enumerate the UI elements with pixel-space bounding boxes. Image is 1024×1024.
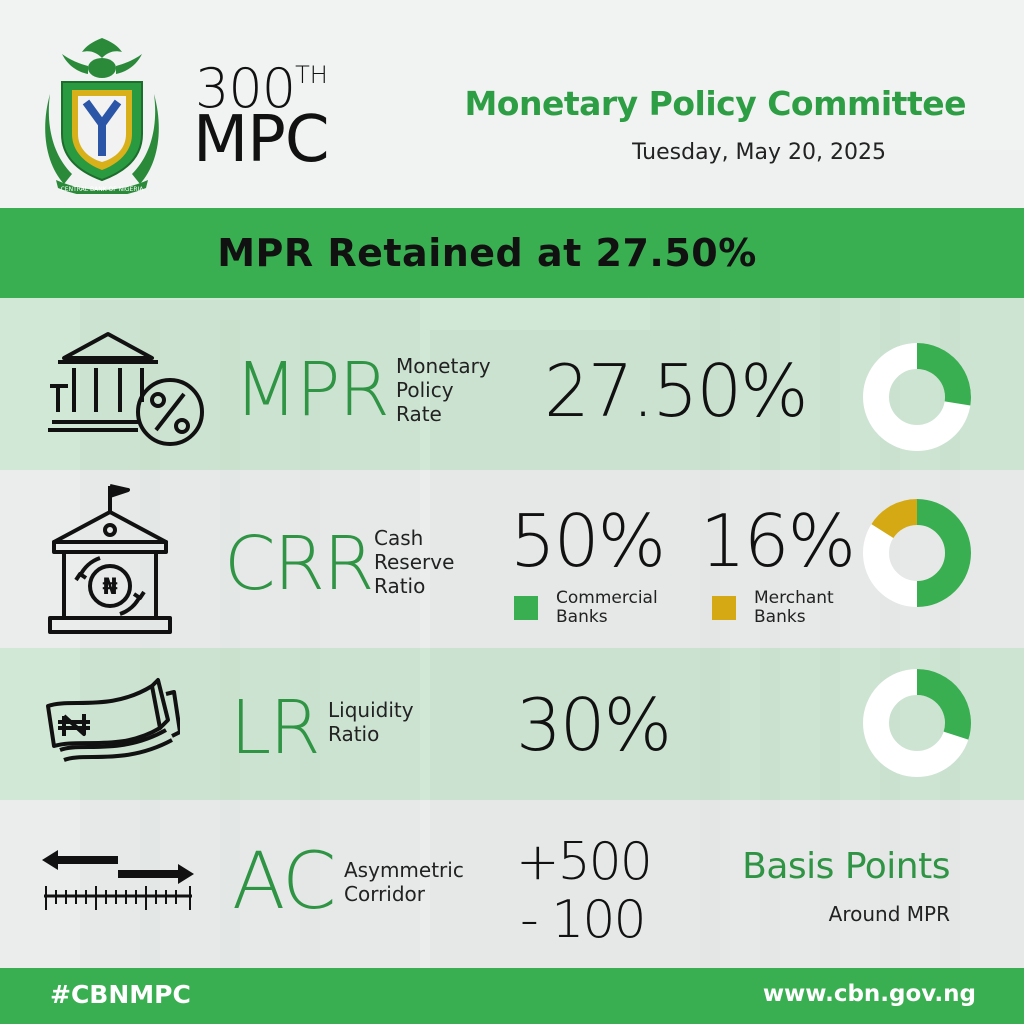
edition-number: 300TH (195, 57, 328, 120)
lr-row: LR Liquidity Ratio 30% (0, 648, 1024, 800)
crr-desc-line: Reserve (374, 550, 455, 574)
ac-desc-line: Corridor (344, 882, 426, 906)
crr-description: Cash Reserve Ratio (374, 526, 454, 598)
crr-desc-line: Cash (374, 526, 424, 550)
ac-description: Asymmetric Corridor (344, 858, 464, 906)
headline-text: MPR Retained at 27.50% (217, 231, 757, 275)
lr-value: 30% (516, 683, 672, 767)
crr-abbr: CRR (224, 521, 375, 607)
crr-donut-chart (863, 499, 971, 607)
lr-abbr: LR (230, 685, 321, 771)
mpr-desc-line: Policy (396, 378, 454, 402)
ac-unit-note: Around MPR (828, 902, 950, 926)
crr-commercial-segment (916, 499, 971, 607)
ac-desc-line: Asymmetric (344, 858, 464, 882)
ac-abbr: AC (232, 837, 336, 927)
crr-merchant-value: 16% (700, 499, 856, 583)
corridor-arrows-icon (42, 850, 194, 910)
edition-suffix: TH (295, 61, 328, 89)
mpr-abbr: MPR (234, 347, 390, 433)
ac-unit: Basis Points (742, 846, 950, 887)
committee-title: Monetary Policy Committee (464, 84, 966, 123)
merchant-legend-line: Merchant (754, 588, 834, 608)
ac-row: AC Asymmetric Corridor +500 - 100 Basis … (0, 800, 1024, 968)
bank-naira-icon: ₦ (48, 484, 172, 634)
mpr-value: 27.50% (544, 349, 809, 433)
svg-text:CENTRAL BANK OF NIGERIA: CENTRAL BANK OF NIGERIA (61, 186, 145, 193)
lr-description: Liquidity Ratio (328, 698, 414, 746)
website-link[interactable]: www.cbn.gov.ng (762, 981, 976, 1007)
lr-donut-segment (916, 669, 971, 740)
header: CENTRAL BANK OF NIGERIA 300TH MPC Moneta… (0, 0, 1024, 208)
lr-donut-chart (863, 669, 971, 777)
ac-upper-value: +500 (516, 832, 653, 892)
lr-desc-line: Liquidity (328, 698, 414, 722)
footer: #CBNMPC www.cbn.gov.ng (0, 968, 1024, 1024)
mpr-description: Monetary Policy Rate (396, 354, 491, 426)
mpr-desc-line: Monetary (396, 354, 491, 378)
edition-word: MPC (193, 103, 329, 177)
ac-lower-value: - 100 (520, 890, 647, 950)
bank-percent-icon (48, 332, 204, 446)
cbn-logo: CENTRAL BANK OF NIGERIA (45, 38, 159, 194)
lr-desc-line: Ratio (328, 722, 380, 746)
merchant-legend-label: Merchant Banks (754, 589, 834, 627)
mpr-donut-segment (916, 343, 971, 406)
headline-banner: MPR Retained at 27.50% (0, 208, 1024, 298)
commercial-legend-label: Commercial Banks (556, 589, 658, 627)
mpr-desc-line: Rate (396, 402, 442, 426)
meeting-date: Tuesday, May 20, 2025 (632, 140, 886, 165)
commercial-legend-line: Banks (556, 607, 608, 627)
hashtag: #CBNMPC (50, 980, 191, 1009)
commercial-legend-line: Commercial (556, 588, 658, 608)
naira-notes-icon (46, 678, 180, 762)
mpr-donut-chart (863, 343, 971, 451)
svg-text:₦: ₦ (102, 575, 117, 600)
crr-merchant-segment (871, 499, 918, 539)
crr-commercial-value: 50% (510, 499, 666, 583)
crr-row: ₦ CRR Cash Reserve Ratio 50% Commercial … (0, 470, 1024, 648)
commercial-legend-swatch (514, 596, 538, 620)
crr-desc-line: Ratio (374, 574, 426, 598)
mpr-row: MPR Monetary Policy Rate 27.50% (0, 298, 1024, 470)
merchant-legend-swatch (712, 596, 736, 620)
merchant-legend-line: Banks (754, 607, 806, 627)
